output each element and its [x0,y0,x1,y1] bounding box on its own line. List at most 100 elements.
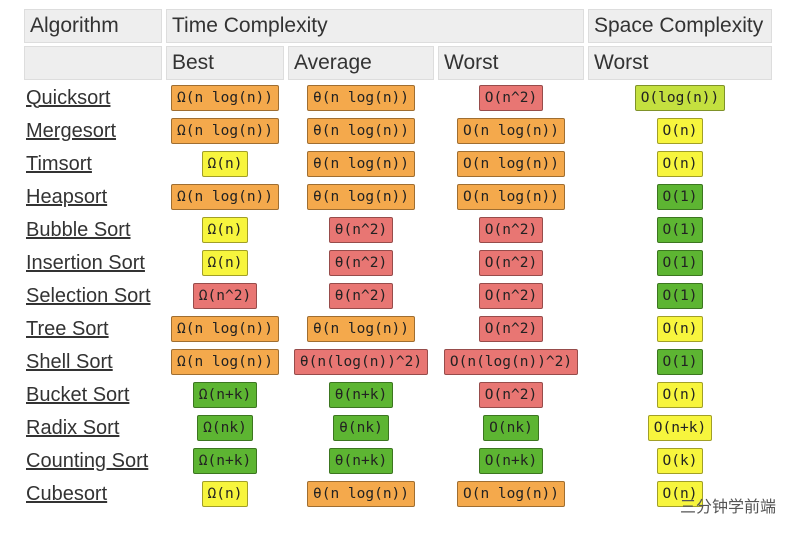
complexity-badge: θ(n+k) [328,448,394,474]
complexity-badge: O(n^2) [478,283,544,309]
complexity-badge: θ(n+k) [328,382,394,408]
algorithm-cell: Bubble Sort [24,215,162,245]
algorithm-link[interactable]: Mergesort [26,119,117,142]
complexity-cell: O(n) [588,380,772,410]
complexity-cell: θ(n^2) [288,281,434,311]
table-row: Mergesort Ω(n log(n)) θ(n log(n)) O(n log(n… [24,116,772,146]
complexity-cell: Ω(n) [166,149,284,179]
algorithm-link[interactable]: Bucket Sort [26,383,130,406]
algorithm-cell: Radix Sort [24,413,162,443]
algorithm-cell: Quicksort [24,83,162,113]
algorithm-link[interactable]: Heapsort [26,185,108,208]
complexity-badge: O(n(log(n))^2) [443,349,579,375]
complexity-cell: O(1) [588,182,772,212]
complexity-cell: θ(n log(n)) [288,149,434,179]
complexity-cell: O(n) [588,479,772,509]
algorithm-cell: Shell Sort [24,347,162,377]
complexity-badge: O(1) [656,283,704,309]
complexity-badge: θ(n^2) [328,250,394,276]
complexity-cell: O(n(log(n))^2) [438,347,584,377]
algorithm-cell: Counting Sort [24,446,162,476]
complexity-cell: Ω(n log(n)) [166,83,284,113]
complexity-badge: Ω(n+k) [192,448,258,474]
watermark: 三分钟学前端 [679,499,776,516]
complexity-badge: O(nk) [483,415,539,441]
algorithm-link[interactable]: Insertion Sort [26,251,145,274]
complexity-badge: O(n log(n)) [456,151,566,177]
complexity-badge: θ(n log(n)) [306,85,416,111]
complexity-cell: O(n+k) [588,413,772,443]
algorithm-link[interactable]: Selection Sort [26,284,151,307]
complexity-badge: O(n) [656,481,704,507]
complexity-badge: O(n) [656,118,704,144]
header-cell: Space Complexity [588,9,772,43]
header-cell [24,46,162,80]
algorithm-link[interactable]: Cubesort [26,482,108,505]
algorithm-link[interactable]: Counting Sort [26,449,149,472]
header-cell: Algorithm [24,9,162,43]
algorithm-link[interactable]: Bubble Sort [26,218,131,241]
algorithm-cell: Bucket Sort [24,380,162,410]
complexity-badge: θ(n(log(n))^2) [293,349,429,375]
complexity-badge: Ω(n) [201,250,249,276]
complexity-cell: O(k) [588,446,772,476]
table-body: Quicksort Ω(n log(n)) θ(n log(n)) O(n^2) O(l… [24,83,772,509]
complexity-badge: O(1) [656,217,704,243]
complexity-badge: O(n) [656,316,704,342]
complexity-badge: Ω(nk) [197,415,253,441]
complexity-badge: θ(n log(n)) [306,481,416,507]
complexity-badge: θ(nk) [333,415,389,441]
complexity-badge: O(n^2) [478,217,544,243]
complexity-cell: θ(n log(n)) [288,116,434,146]
complexity-badge: θ(n^2) [328,283,394,309]
algorithm-link[interactable]: Tree Sort [26,317,109,340]
complexity-badge: θ(n log(n)) [306,184,416,210]
complexity-cell: Ω(n) [166,215,284,245]
complexity-badge: Ω(n log(n)) [170,349,280,375]
header-cell: Worst [438,46,584,80]
complexity-badge: O(n log(n)) [456,118,566,144]
complexity-cell: Ω(nk) [166,413,284,443]
complexity-cell: θ(nk) [288,413,434,443]
complexity-cell: O(n) [588,116,772,146]
table-row: Radix Sort Ω(nk) θ(nk) O(nk) O(n+k) [24,413,772,443]
complexity-cell: O(n) [588,149,772,179]
complexity-badge: Ω(n log(n)) [170,118,280,144]
complexity-badge: θ(n^2) [328,217,394,243]
complexity-cell: Ω(n log(n)) [166,314,284,344]
algorithm-link[interactable]: Quicksort [26,86,111,109]
header-cell: Worst [588,46,772,80]
complexity-badge: O(n+k) [478,448,544,474]
complexity-badge: θ(n log(n)) [306,118,416,144]
complexity-cell: O(n log(n)) [438,116,584,146]
header-cell: Time Complexity [166,9,584,43]
complexity-cell: θ(n^2) [288,248,434,278]
complexity-cell: θ(n+k) [288,446,434,476]
algorithm-cell: Heapsort [24,182,162,212]
complexity-badge: O(k) [656,448,704,474]
complexity-badge: Ω(n log(n)) [170,184,280,210]
complexity-badge: O(n) [656,151,704,177]
algorithm-link[interactable]: Radix Sort [26,416,120,439]
complexity-badge: O(1) [656,250,704,276]
table-row: Timsort Ω(n) θ(n log(n)) O(n log(n)) O(n) [24,149,772,179]
algorithm-link[interactable]: Shell Sort [26,350,113,373]
complexity-badge: Ω(n log(n)) [170,85,280,111]
complexity-badge: O(log(n)) [634,85,726,111]
algorithm-link[interactable]: Timsort [26,152,92,175]
complexity-cell: θ(n log(n)) [288,83,434,113]
complexity-cell: O(1) [588,215,772,245]
table-row: Insertion Sort Ω(n) θ(n^2) O(n^2) O(1) [24,248,772,278]
complexity-cell: O(nk) [438,413,584,443]
complexity-cell: O(1) [588,248,772,278]
complexity-cell: O(log(n)) [588,83,772,113]
table-row: Tree Sort Ω(n log(n)) θ(n log(n)) O(n^2) O(n… [24,314,772,344]
table-row: Shell Sort Ω(n log(n)) θ(n(log(n))^2) O(n(l… [24,347,772,377]
complexity-cell: O(n^2) [438,380,584,410]
complexity-badge: O(1) [656,184,704,210]
algorithm-cell: Cubesort [24,479,162,509]
complexity-cell: O(n^2) [438,83,584,113]
complexity-cell: θ(n+k) [288,380,434,410]
header-cell: Best [166,46,284,80]
complexity-badge: Ω(n^2) [192,283,258,309]
